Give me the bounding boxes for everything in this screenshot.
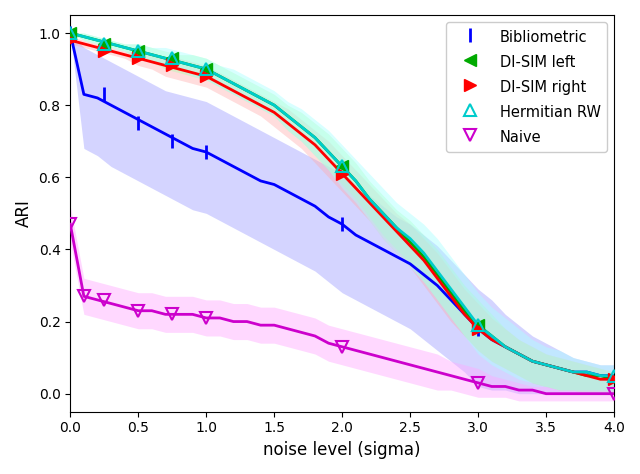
X-axis label: noise level (sigma): noise level (sigma) — [264, 441, 421, 459]
DI-SIM right — [202, 73, 210, 79]
Hermitian RW — [67, 30, 74, 36]
Hermitian RW — [610, 373, 618, 379]
Bibliometric — [100, 91, 108, 97]
DI-SIM right — [168, 63, 176, 68]
Line: Naive: Naive — [65, 219, 620, 399]
Line: Bibliometric: Bibliometric — [63, 26, 485, 336]
Bibliometric — [67, 30, 74, 36]
Legend: Bibliometric, DI-SIM left, DI-SIM right, Hermitian RW, Naive: Bibliometric, DI-SIM left, DI-SIM right,… — [446, 22, 607, 152]
Line: Hermitian RW: Hermitian RW — [65, 27, 620, 381]
DI-SIM right — [474, 326, 482, 332]
Naive — [100, 297, 108, 303]
Naive — [339, 344, 346, 350]
Naive — [80, 293, 88, 299]
DI-SIM left — [134, 48, 142, 54]
Naive — [474, 380, 482, 386]
Bibliometric — [168, 138, 176, 144]
DI-SIM right — [610, 376, 618, 382]
DI-SIM left — [168, 55, 176, 61]
Naive — [67, 221, 74, 227]
Bibliometric — [134, 120, 142, 126]
Naive — [134, 308, 142, 314]
Bibliometric — [339, 221, 346, 227]
Hermitian RW — [168, 55, 176, 61]
DI-SIM left — [474, 322, 482, 328]
DI-SIM right — [67, 37, 74, 43]
DI-SIM left — [339, 164, 346, 169]
Line: DI-SIM right: DI-SIM right — [65, 35, 620, 385]
Hermitian RW — [100, 41, 108, 47]
DI-SIM left — [202, 66, 210, 72]
Naive — [610, 391, 618, 397]
Y-axis label: ARI: ARI — [15, 200, 33, 228]
DI-SIM right — [339, 171, 346, 176]
Hermitian RW — [339, 164, 346, 169]
Naive — [202, 315, 210, 321]
Hermitian RW — [202, 66, 210, 72]
Hermitian RW — [134, 48, 142, 54]
Hermitian RW — [474, 322, 482, 328]
Bibliometric — [202, 149, 210, 155]
DI-SIM left — [610, 376, 618, 382]
Bibliometric — [474, 326, 482, 332]
Line: DI-SIM left: DI-SIM left — [65, 27, 620, 385]
DI-SIM right — [134, 55, 142, 61]
DI-SIM left — [100, 41, 108, 47]
DI-SIM left — [67, 30, 74, 36]
DI-SIM right — [100, 48, 108, 54]
Naive — [168, 311, 176, 317]
